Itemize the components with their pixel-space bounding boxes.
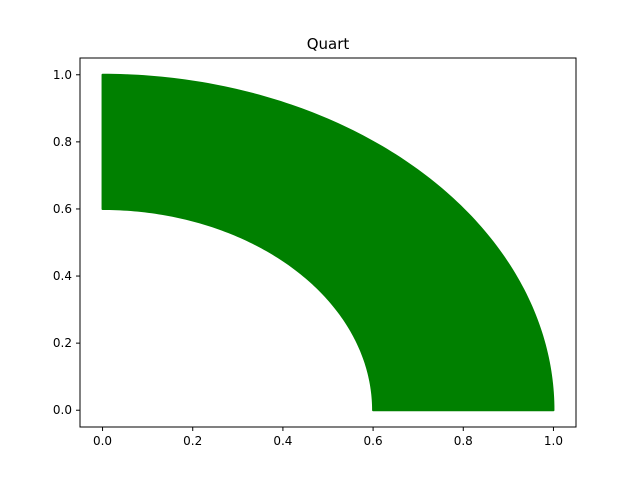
plot-frame bbox=[79, 57, 577, 428]
x-tick-label: 0.2 bbox=[183, 434, 202, 448]
x-tick-label: 0.8 bbox=[454, 434, 473, 448]
quarter-annulus-area bbox=[101, 73, 555, 412]
x-tick-label: 0.0 bbox=[93, 434, 112, 448]
x-axis: 0.0 0.2 0.4 0.6 0.8 1.0 bbox=[93, 427, 563, 448]
y-tick-label: 1.0 bbox=[53, 68, 72, 82]
y-tick-label: 0.8 bbox=[53, 135, 72, 149]
y-axis: 0.0 0.2 0.4 0.6 0.8 1.0 bbox=[53, 68, 80, 417]
x-tick-label: 1.0 bbox=[544, 434, 563, 448]
y-tick-label: 0.0 bbox=[53, 403, 72, 417]
y-tick-label: 0.6 bbox=[53, 202, 72, 216]
y-tick-label: 0.2 bbox=[53, 336, 72, 350]
x-tick-label: 0.6 bbox=[364, 434, 383, 448]
chart-title: Quart bbox=[307, 35, 350, 53]
y-tick-label: 0.4 bbox=[53, 269, 72, 283]
x-tick-label: 0.4 bbox=[273, 434, 292, 448]
